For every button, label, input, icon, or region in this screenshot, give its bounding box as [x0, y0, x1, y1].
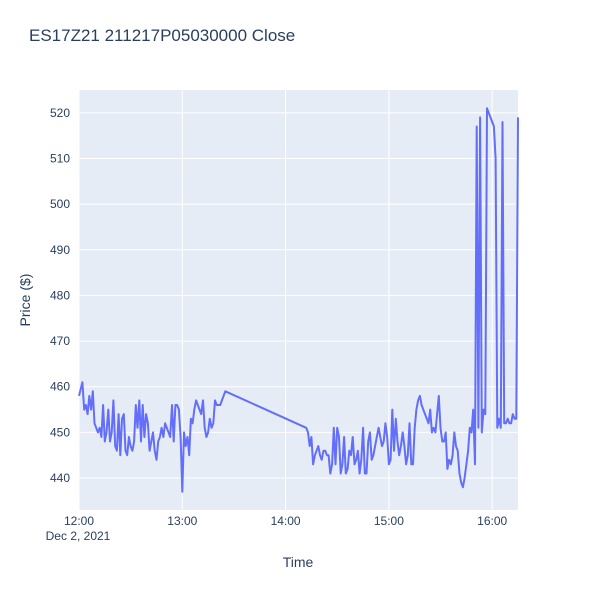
y-tick-label: 440	[50, 471, 70, 485]
y-tick-labels: 440 450 460 470 480 490 500 510 520	[50, 106, 70, 485]
x-tick-labels: 12:00 13:00 14:00 15:00 16:00	[64, 514, 508, 528]
x-gridlines	[78, 90, 493, 510]
y-tick-label: 480	[50, 288, 70, 302]
y-tick-label: 470	[50, 334, 70, 348]
plot-background	[79, 90, 518, 510]
y-tick-label: 490	[50, 243, 70, 257]
y-tick-label: 500	[50, 197, 70, 211]
y-tick-label: 450	[50, 425, 70, 439]
x-tick-label: 15:00	[374, 514, 404, 528]
y-axis-title: Price ($)	[17, 274, 33, 327]
y-tick-label: 520	[50, 106, 70, 120]
y-tick-label: 460	[50, 380, 70, 394]
chart-title: ES17Z21 211217P05030000 Close	[29, 26, 295, 45]
y-gridlines	[79, 112, 518, 479]
x-tick-label: 12:00	[64, 514, 94, 528]
x-tick-label: 14:00	[271, 514, 301, 528]
y-tick-label: 510	[50, 151, 70, 165]
x-axis-title: Time	[283, 554, 314, 570]
x-axis-date-label: Dec 2, 2021	[46, 529, 111, 543]
x-tick-label: 16:00	[477, 514, 507, 528]
series-line-close	[78, 107, 519, 493]
x-tick-label: 13:00	[167, 514, 197, 528]
